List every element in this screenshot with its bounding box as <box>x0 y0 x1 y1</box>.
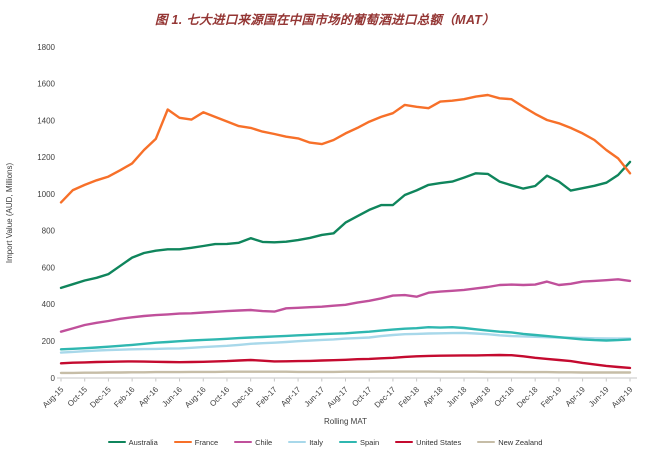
legend-line-swatch <box>288 440 307 444</box>
x-tick-label: Feb-19 <box>539 385 564 410</box>
x-tick-label: Jun-18 <box>445 385 469 409</box>
legend-label: Italy <box>309 437 323 447</box>
legend-label: France <box>194 437 219 447</box>
y-axis-title: Import Value (AUD, Millions) <box>5 163 14 264</box>
x-tick-label: Oct-18 <box>493 385 517 409</box>
x-tick-label: Dec-16 <box>230 385 255 410</box>
y-tick-label: 1200 <box>37 153 55 162</box>
legend-label: United States <box>416 437 462 447</box>
x-tick-label: Dec-18 <box>515 385 540 410</box>
legend-label: New Zealand <box>498 437 543 447</box>
x-tick-label: Oct-15 <box>66 385 90 409</box>
legend-label: Australia <box>128 437 158 447</box>
legend-line-swatch <box>395 440 414 444</box>
y-tick-label: 600 <box>42 263 56 272</box>
x-tick-label: Aug-15 <box>41 385 66 410</box>
legend-line-swatch <box>338 440 357 444</box>
legend-line-swatch <box>173 440 192 444</box>
legend-line-swatch <box>107 440 126 444</box>
x-tick-label: Apr-18 <box>421 385 445 409</box>
x-tick-label: Feb-16 <box>112 385 137 410</box>
y-tick-label: 1800 <box>37 43 55 52</box>
chart-legend: Australia France Chile Italy Spain United Sta… <box>0 433 650 451</box>
y-tick-label: 0 <box>51 374 56 383</box>
legend-label: Chile <box>255 437 273 447</box>
legend-line-swatch <box>477 440 496 444</box>
y-tick-label: 1400 <box>37 116 55 125</box>
x-tick-label: Dec-15 <box>88 385 113 410</box>
legend-label: Spain <box>359 437 380 447</box>
series-line-united-states <box>59 353 632 370</box>
legend-item-italy: Italy <box>288 438 323 447</box>
x-tick-label: Aug-19 <box>610 385 635 410</box>
legend-item-france: France <box>173 437 219 447</box>
x-tick-label: Jun-19 <box>587 385 611 409</box>
x-tick-label: Oct-17 <box>350 385 374 409</box>
x-tick-label: Dec-17 <box>373 385 398 410</box>
y-tick-label: 800 <box>42 227 56 236</box>
legend-item-chile: Chile <box>234 438 272 447</box>
x-tick-label: Jun-17 <box>303 385 327 409</box>
legend-item-united-states: United States <box>395 438 461 447</box>
series-line-france <box>59 93 632 204</box>
x-tick-label: Aug-18 <box>468 385 493 410</box>
x-tick-label: Oct-16 <box>208 385 232 409</box>
y-tick-label: 400 <box>42 300 56 309</box>
x-tick-label: Feb-18 <box>397 385 422 410</box>
series-line-chile <box>59 278 632 333</box>
x-tick-label: Jun-16 <box>160 385 184 409</box>
legend-line-swatch <box>234 440 253 444</box>
series-line-italy <box>59 331 632 354</box>
x-tick-label: Apr-16 <box>137 385 161 409</box>
legend-item-australia: Australia <box>107 437 158 447</box>
x-tick-label: Aug-17 <box>325 385 350 410</box>
x-tick-label: Feb-17 <box>254 385 279 410</box>
x-axis-title: Rolling MAT <box>324 417 367 426</box>
series-line-new-zealand <box>59 370 632 375</box>
x-tick-label: Apr-17 <box>279 385 303 409</box>
y-tick-label: 200 <box>42 337 56 346</box>
y-tick-label: 1000 <box>37 190 55 199</box>
chart-title: 图 1. 七大进口来源国在中国市场的葡萄酒进口总额（MAT） <box>154 13 496 27</box>
series-line-spain <box>59 326 632 351</box>
x-tick-label: Aug-16 <box>183 385 208 410</box>
legend-item-spain: Spain <box>338 437 380 447</box>
x-tick-label: Apr-19 <box>564 385 588 409</box>
series-line-australia <box>59 160 632 290</box>
y-tick-label: 1600 <box>37 80 55 89</box>
legend-item-new-zealand: New Zealand <box>477 438 542 447</box>
